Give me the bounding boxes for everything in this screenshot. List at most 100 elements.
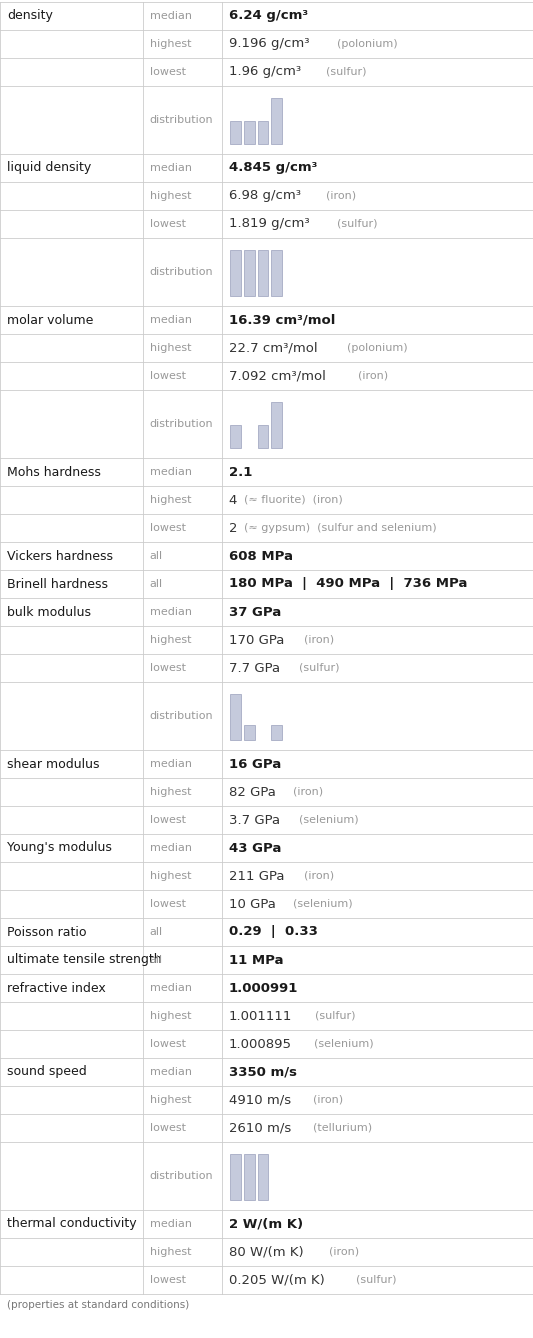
Text: (iron): (iron) bbox=[329, 1247, 359, 1256]
Text: lowest: lowest bbox=[150, 1040, 186, 1049]
Text: 0.205 W/(m K): 0.205 W/(m K) bbox=[229, 1274, 325, 1287]
Text: lowest: lowest bbox=[150, 664, 186, 673]
Text: (sulfur): (sulfur) bbox=[356, 1275, 397, 1284]
Text: 211 GPa: 211 GPa bbox=[229, 870, 284, 883]
Text: highest: highest bbox=[150, 1094, 191, 1105]
Text: thermal conductivity: thermal conductivity bbox=[7, 1218, 136, 1231]
Text: all: all bbox=[150, 927, 163, 937]
Text: highest: highest bbox=[150, 39, 191, 50]
Text: 7.092 cm³/mol: 7.092 cm³/mol bbox=[229, 369, 326, 383]
Text: highest: highest bbox=[150, 636, 191, 645]
Text: (tellurium): (tellurium) bbox=[313, 1123, 372, 1133]
Text: 4: 4 bbox=[229, 494, 237, 507]
Text: highest: highest bbox=[150, 191, 191, 201]
Bar bbox=[244, 725, 255, 740]
Bar bbox=[271, 403, 282, 448]
Bar bbox=[258, 122, 269, 145]
Text: (iron): (iron) bbox=[358, 371, 388, 381]
Text: 22.7 cm³/mol: 22.7 cm³/mol bbox=[229, 341, 317, 355]
Text: 4.845 g/cm³: 4.845 g/cm³ bbox=[229, 162, 317, 174]
Text: highest: highest bbox=[150, 1012, 191, 1021]
Text: 11 MPa: 11 MPa bbox=[229, 954, 283, 966]
Text: 2610 m/s: 2610 m/s bbox=[229, 1121, 291, 1135]
Text: 2.1: 2.1 bbox=[229, 466, 252, 479]
Text: density: density bbox=[7, 9, 53, 23]
Text: 9.196 g/cm³: 9.196 g/cm³ bbox=[229, 37, 309, 51]
Bar bbox=[244, 122, 255, 145]
Text: (selenium): (selenium) bbox=[293, 899, 353, 909]
Text: highest: highest bbox=[150, 343, 191, 353]
Text: Vickers hardness: Vickers hardness bbox=[7, 550, 113, 562]
Text: lowest: lowest bbox=[150, 815, 186, 826]
Text: all: all bbox=[150, 955, 163, 965]
Text: (polonium): (polonium) bbox=[337, 39, 397, 50]
Text: 82 GPa: 82 GPa bbox=[229, 785, 276, 799]
Text: median: median bbox=[150, 163, 192, 173]
Text: (iron): (iron) bbox=[304, 636, 334, 645]
Text: ultimate tensile strength: ultimate tensile strength bbox=[7, 954, 161, 966]
Text: 170 GPa: 170 GPa bbox=[229, 633, 284, 646]
Bar bbox=[258, 250, 269, 297]
Text: 2 W/(m K): 2 W/(m K) bbox=[229, 1218, 303, 1231]
Bar bbox=[244, 1155, 255, 1200]
Text: lowest: lowest bbox=[150, 1123, 186, 1133]
Text: (sulfur): (sulfur) bbox=[298, 664, 339, 673]
Text: 16.39 cm³/mol: 16.39 cm³/mol bbox=[229, 313, 335, 326]
Text: all: all bbox=[150, 579, 163, 589]
Text: median: median bbox=[150, 1219, 192, 1230]
Text: 1.000895: 1.000895 bbox=[229, 1037, 292, 1050]
Text: highest: highest bbox=[150, 495, 191, 504]
Text: (polonium): (polonium) bbox=[347, 343, 408, 353]
Text: median: median bbox=[150, 607, 192, 617]
Text: 80 W/(m K): 80 W/(m K) bbox=[229, 1246, 303, 1259]
Bar bbox=[271, 250, 282, 297]
Text: median: median bbox=[150, 1066, 192, 1077]
Text: distribution: distribution bbox=[150, 268, 214, 277]
Text: 7.7 GPa: 7.7 GPa bbox=[229, 661, 280, 674]
Text: (iron): (iron) bbox=[293, 787, 324, 797]
Text: lowest: lowest bbox=[150, 523, 186, 533]
Bar bbox=[230, 694, 241, 740]
Text: lowest: lowest bbox=[150, 219, 186, 229]
Text: (iron): (iron) bbox=[326, 191, 356, 201]
Text: sound speed: sound speed bbox=[7, 1065, 87, 1078]
Text: (selenium): (selenium) bbox=[298, 815, 358, 826]
Text: (iron): (iron) bbox=[304, 871, 335, 880]
Text: median: median bbox=[150, 983, 192, 993]
Text: highest: highest bbox=[150, 871, 191, 880]
Text: median: median bbox=[150, 843, 192, 854]
Text: 1.000991: 1.000991 bbox=[229, 982, 298, 994]
Text: liquid density: liquid density bbox=[7, 162, 91, 174]
Text: (sulfur): (sulfur) bbox=[337, 219, 377, 229]
Text: 3.7 GPa: 3.7 GPa bbox=[229, 814, 280, 827]
Text: Young's modulus: Young's modulus bbox=[7, 842, 112, 855]
Text: 1.819 g/cm³: 1.819 g/cm³ bbox=[229, 218, 309, 230]
Text: 16 GPa: 16 GPa bbox=[229, 757, 281, 771]
Text: (properties at standard conditions): (properties at standard conditions) bbox=[7, 1301, 189, 1310]
Text: distribution: distribution bbox=[150, 115, 214, 124]
Text: Poisson ratio: Poisson ratio bbox=[7, 926, 86, 938]
Text: (selenium): (selenium) bbox=[314, 1040, 374, 1049]
Text: lowest: lowest bbox=[150, 67, 186, 78]
Bar bbox=[230, 425, 241, 448]
Text: (sulfur): (sulfur) bbox=[314, 1012, 355, 1021]
Text: distribution: distribution bbox=[150, 419, 214, 429]
Text: lowest: lowest bbox=[150, 371, 186, 381]
Text: refractive index: refractive index bbox=[7, 982, 106, 994]
Text: molar volume: molar volume bbox=[7, 313, 93, 326]
Text: (sulfur): (sulfur) bbox=[326, 67, 366, 78]
Text: distribution: distribution bbox=[150, 1171, 214, 1181]
Text: 608 MPa: 608 MPa bbox=[229, 550, 293, 562]
Bar bbox=[258, 1155, 269, 1200]
Bar bbox=[230, 1155, 241, 1200]
Text: 43 GPa: 43 GPa bbox=[229, 842, 281, 855]
Text: distribution: distribution bbox=[150, 710, 214, 721]
Text: median: median bbox=[150, 11, 192, 21]
Text: highest: highest bbox=[150, 1247, 191, 1256]
Bar bbox=[271, 98, 282, 145]
Text: 180 MPa  |  490 MPa  |  736 MPa: 180 MPa | 490 MPa | 736 MPa bbox=[229, 578, 467, 590]
Text: lowest: lowest bbox=[150, 899, 186, 909]
Text: Brinell hardness: Brinell hardness bbox=[7, 578, 108, 590]
Text: 2: 2 bbox=[229, 522, 237, 534]
Bar bbox=[271, 725, 282, 740]
